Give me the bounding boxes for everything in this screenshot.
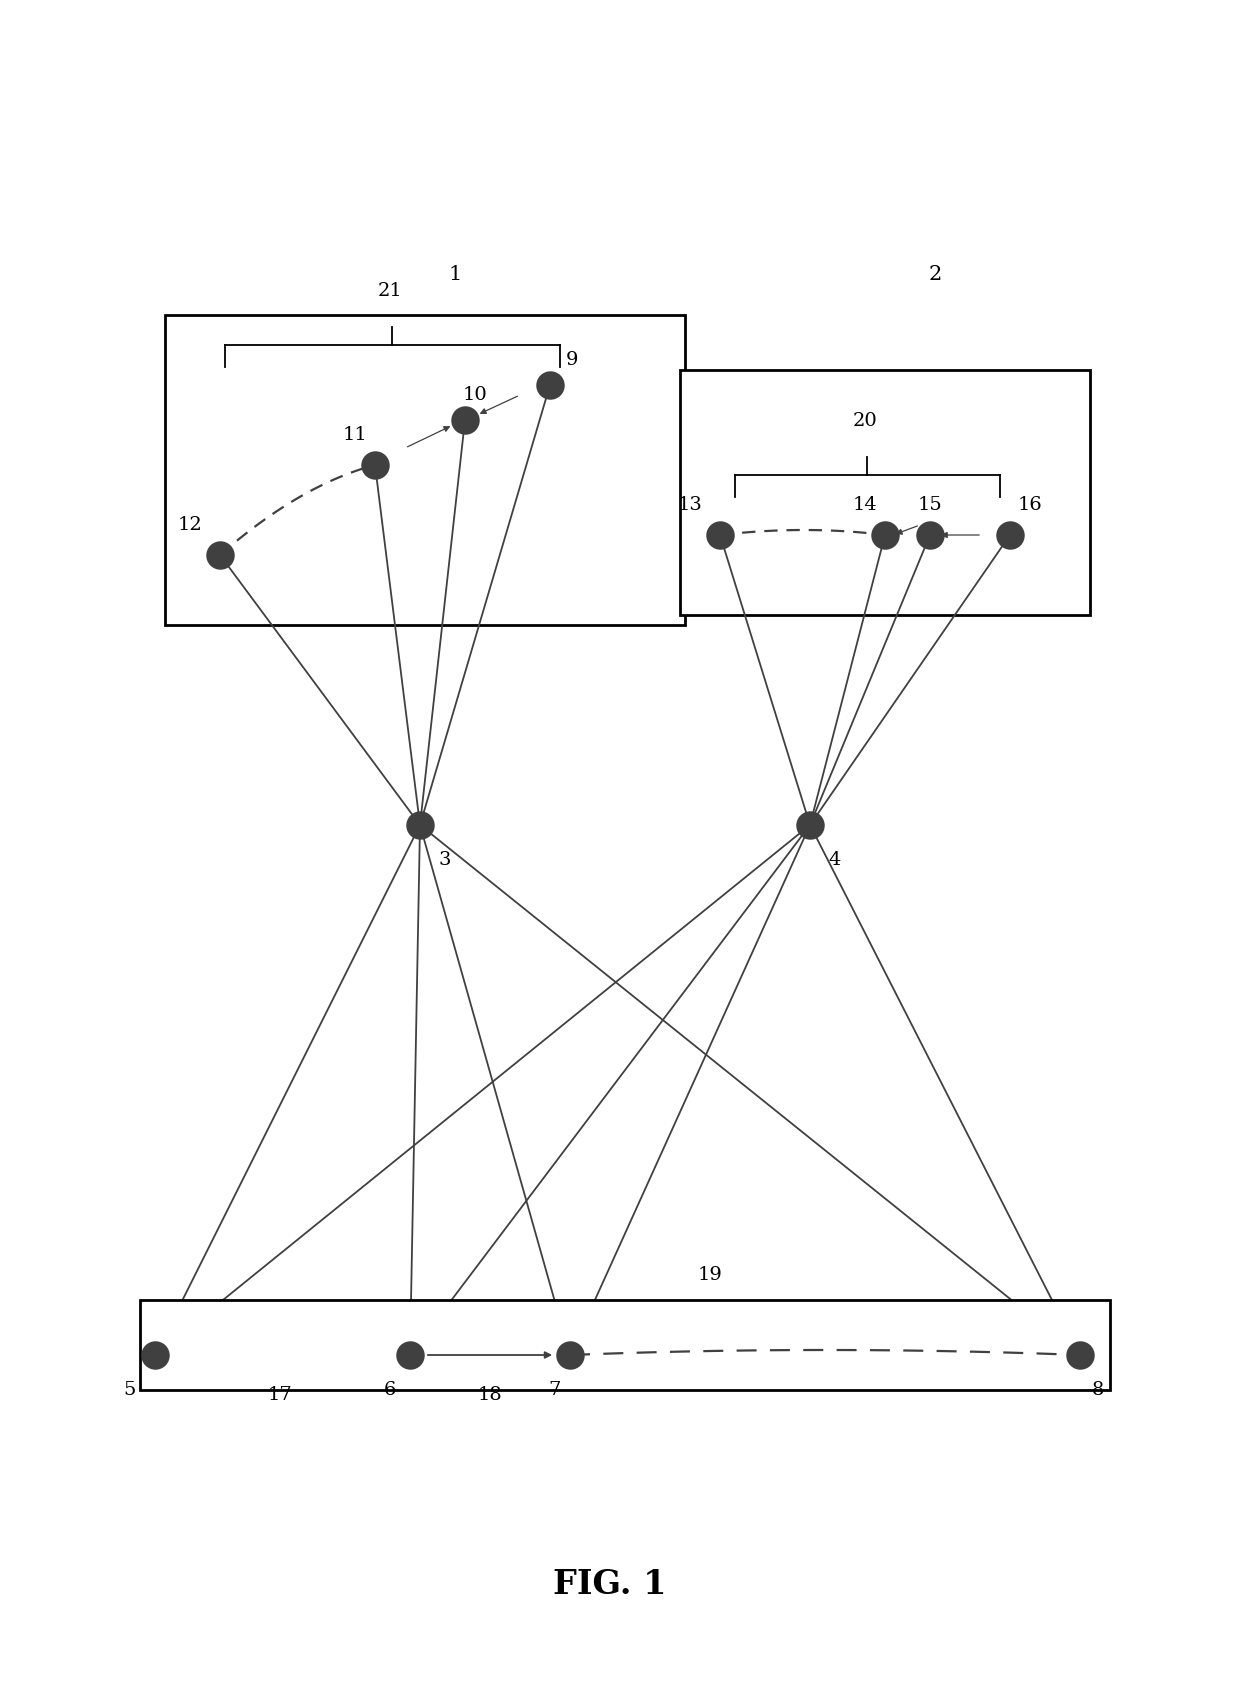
Point (560, 1342, 580, 1369)
Point (401, 1342, 420, 1369)
Text: 20: 20 (853, 413, 878, 430)
Point (145, 1342, 165, 1369)
Text: 5: 5 (124, 1381, 136, 1400)
Text: FIG. 1: FIG. 1 (553, 1569, 667, 1601)
Text: 15: 15 (918, 496, 942, 513)
Text: 9: 9 (565, 351, 578, 368)
Text: 1: 1 (449, 266, 461, 285)
Text: 12: 12 (177, 517, 202, 534)
Point (365, 452, 384, 479)
Bar (140, 1299, 1110, 1390)
Text: 16: 16 (1018, 496, 1043, 513)
Point (800, 812, 820, 839)
Text: 2: 2 (929, 266, 941, 285)
Point (920, 522, 940, 549)
Text: 3: 3 (439, 851, 451, 870)
Point (210, 542, 229, 569)
Text: 19: 19 (698, 1267, 723, 1284)
Text: 13: 13 (677, 496, 702, 513)
Point (541, 372, 560, 399)
Text: 6: 6 (384, 1381, 397, 1400)
Text: 11: 11 (342, 426, 367, 443)
Text: 14: 14 (853, 496, 878, 513)
Point (711, 522, 730, 549)
Point (455, 406, 475, 433)
Point (875, 522, 895, 549)
Text: 18: 18 (477, 1386, 502, 1403)
Point (1001, 522, 1021, 549)
Bar (680, 370, 1090, 616)
Bar (165, 315, 684, 626)
Point (410, 812, 430, 839)
Text: 10: 10 (463, 385, 487, 404)
Point (1070, 1342, 1090, 1369)
Text: 8: 8 (1091, 1381, 1104, 1400)
Text: 21: 21 (378, 281, 402, 300)
Text: 7: 7 (549, 1381, 562, 1400)
Text: 4: 4 (828, 851, 841, 870)
Text: 17: 17 (268, 1386, 293, 1403)
